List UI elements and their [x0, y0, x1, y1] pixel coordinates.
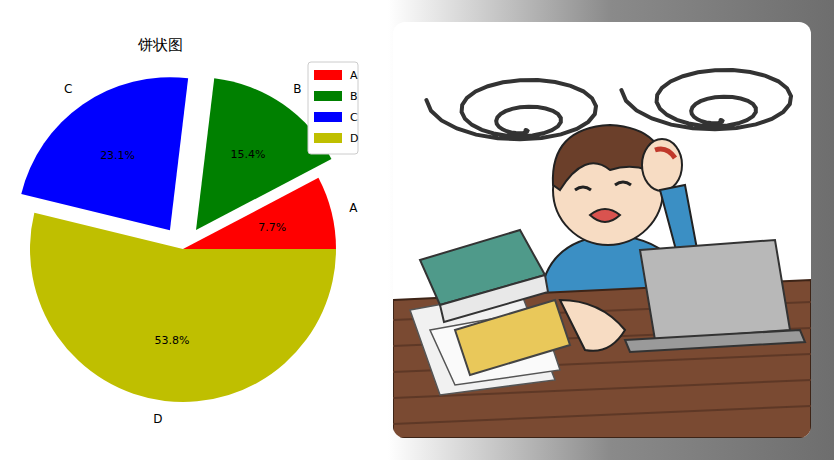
boy-hand	[642, 139, 682, 191]
dizzy-swirl	[621, 70, 791, 129]
laptop-screen	[640, 240, 790, 340]
legend-box	[308, 62, 358, 154]
illustration	[388, 0, 834, 460]
boy-eye	[615, 182, 631, 185]
legend-swatch	[314, 91, 342, 101]
data-label: 7.7%	[258, 221, 286, 234]
illustration-card	[393, 22, 811, 438]
boy-mouth	[590, 209, 620, 222]
pie-slice	[30, 213, 336, 402]
page: 饼状图A7.7%B15.4%C23.1%D53.8%ABCD	[0, 0, 834, 460]
laptop-base	[625, 330, 805, 352]
legend: ABCD	[308, 62, 358, 154]
data-label: 23.1%	[100, 149, 135, 162]
legend-label: C	[350, 111, 358, 124]
boy-hand-desk	[560, 300, 625, 351]
legend-swatch	[314, 133, 342, 143]
slice-label: C	[64, 82, 72, 96]
dizzy-swirl	[426, 80, 596, 139]
legend-label: D	[350, 132, 358, 145]
pie-slice	[21, 77, 188, 230]
legend-label: A	[350, 69, 358, 82]
boy-eye	[575, 187, 591, 190]
legend-swatch	[314, 112, 342, 122]
data-label: 53.8%	[155, 334, 190, 347]
book-pages	[440, 275, 548, 322]
desk-grain	[393, 406, 811, 424]
legend-label: B	[350, 90, 358, 103]
slice-labels: A 7.7% B 15.4% C 23.1% D 53.8%	[64, 82, 358, 426]
data-label: 15.4%	[231, 148, 266, 161]
slices	[21, 77, 336, 402]
slice-label: D	[153, 412, 162, 426]
chart-title: 饼状图	[137, 36, 183, 54]
scene	[393, 70, 811, 438]
pie-chart: 饼状图A7.7%B15.4%C23.1%D53.8%ABCD	[21, 36, 358, 426]
slice-label: B	[293, 82, 301, 96]
slice-label: A	[349, 201, 358, 215]
legend-swatch	[314, 70, 342, 80]
illustration-background	[388, 0, 834, 460]
boy-redness	[655, 149, 675, 158]
